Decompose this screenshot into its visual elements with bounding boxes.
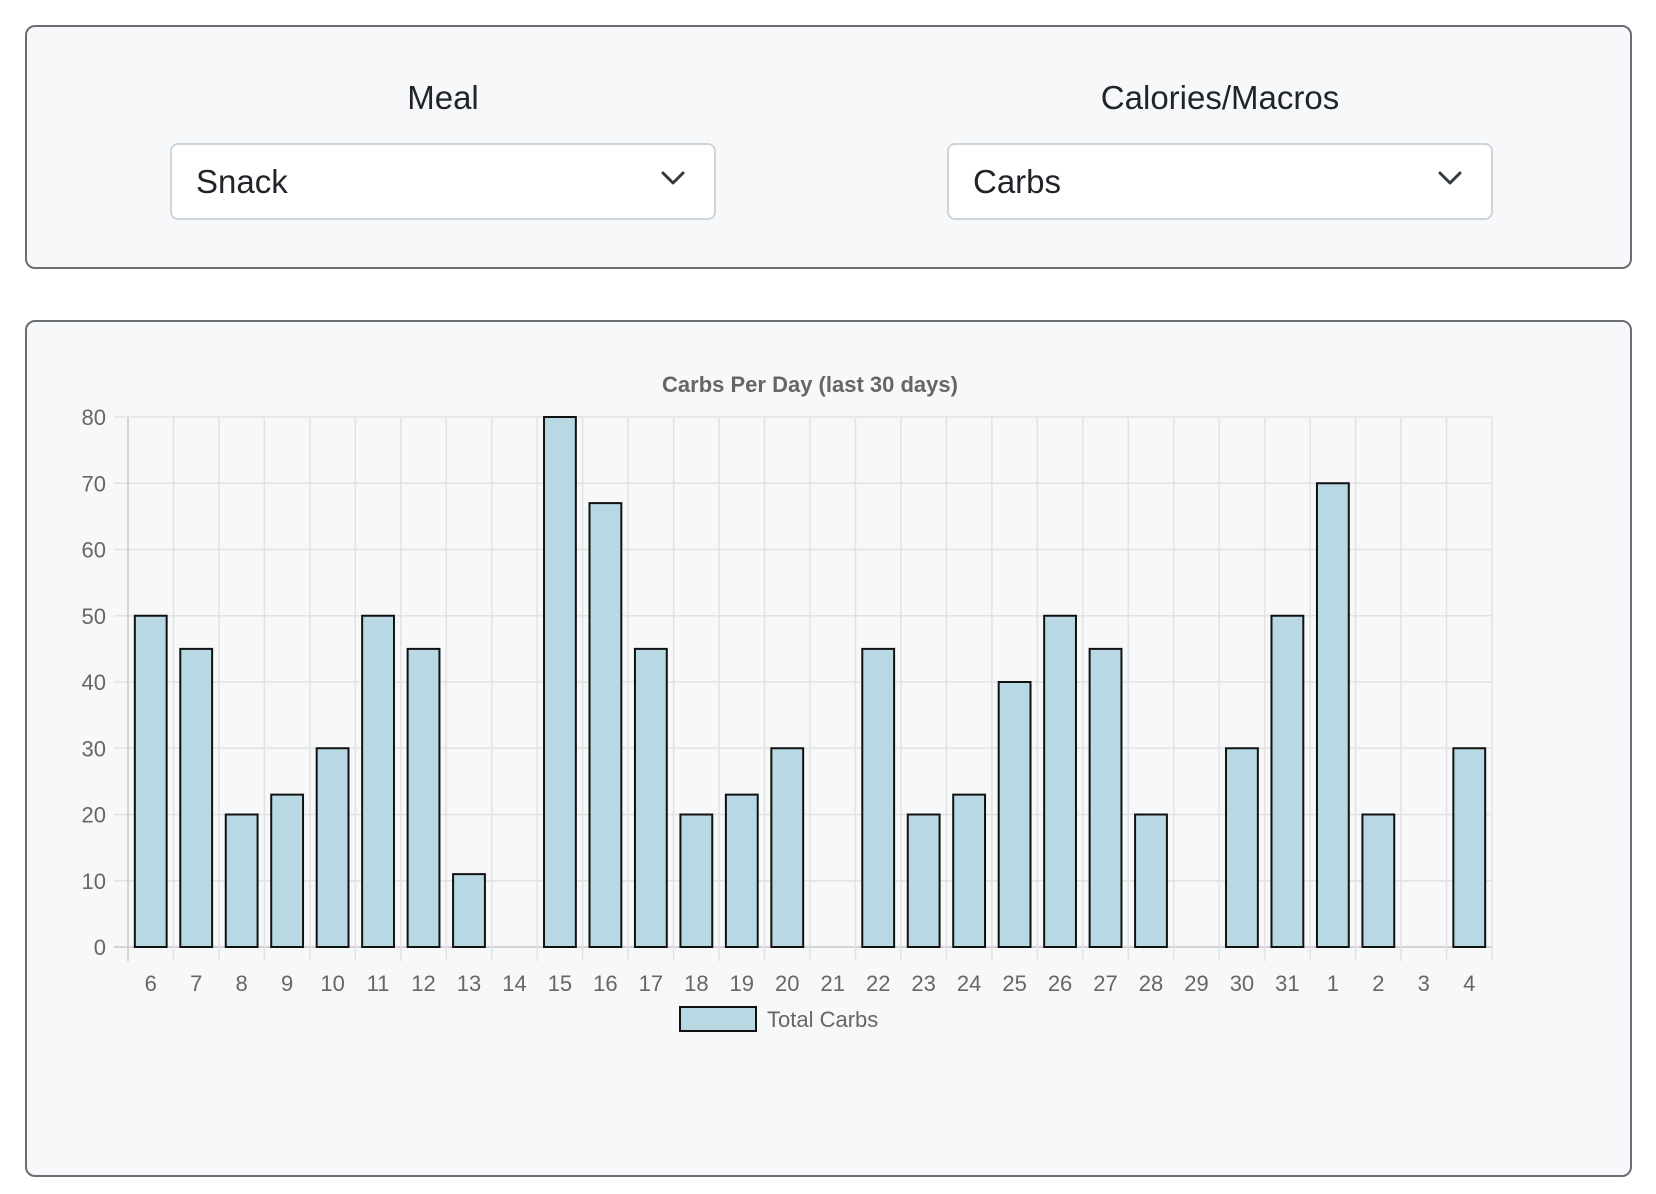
x-tick-label: 27 [1093,971,1117,996]
meal-select-value: Snack [196,163,288,200]
chevron-down-icon [661,171,685,185]
y-tick-label: 30 [82,736,106,761]
chevron-down-icon [1438,171,1462,185]
y-tick-label: 70 [82,471,106,496]
x-tick-label: 26 [1048,971,1072,996]
x-tick-label: 14 [502,971,526,996]
meal-label: Meal [407,79,479,116]
bar [406,647,441,948]
x-tick-label: 8 [236,971,248,996]
x-tick-label: 17 [639,971,663,996]
x-tick-label: 16 [593,971,617,996]
bar [588,502,623,948]
y-tick-label: 10 [82,869,106,894]
bar [724,793,759,948]
x-tick-label: 31 [1275,971,1299,996]
bar [770,747,805,948]
y-tick-label: 80 [82,405,106,430]
macro-label: Calories/Macros [1100,79,1340,116]
y-tick-label: 60 [82,538,106,563]
x-tick-label: 21 [820,971,844,996]
x-tick-label: 24 [957,971,981,996]
bar [679,813,714,948]
bar [452,873,486,948]
x-tick-label: 13 [457,971,481,996]
bar [1134,813,1168,948]
bar [1088,647,1123,948]
x-tick-label: 23 [911,971,935,996]
bar [906,813,941,948]
x-tick-label: 10 [320,971,344,996]
x-tick-label: 3 [1418,971,1430,996]
x-tick-label: 6 [145,971,157,996]
x-tick-label: 19 [730,971,754,996]
bar [1361,813,1396,948]
bar [133,614,168,948]
bar [361,614,395,948]
x-tick-label: 20 [775,971,799,996]
y-tick-label: 40 [82,670,106,695]
x-tick-label: 2 [1372,971,1384,996]
x-tick-label: 9 [281,971,293,996]
bar [224,813,259,948]
filter-panel: Meal Snack Calories/Macros Carbs [25,25,1632,269]
chart-card: Carbs Per Day (last 30 days) 0 10 20 30 40 50 6… [25,320,1632,1177]
x-tick-label: 28 [1139,971,1163,996]
bar [315,747,350,948]
bar [1225,747,1259,948]
y-tick-label: 20 [82,803,106,828]
x-tick-label: 1 [1327,971,1339,996]
bar [633,647,668,948]
macro-select-value: Carbs [973,163,1062,200]
x-tick-label: 18 [684,971,708,996]
bar [861,647,896,948]
bar [543,416,577,948]
bar [179,647,214,948]
y-tick-label: 0 [94,935,106,960]
macro-select[interactable]: Carbs [947,143,1493,220]
chart-title: Carbs Per Day (last 30 days) [662,372,958,397]
x-tick-label: 29 [1184,971,1208,996]
bar [1043,614,1077,948]
bar [997,681,1032,948]
bar-chart: Carbs Per Day (last 30 days) 0 10 20 30 40 50 6… [82,372,1493,1032]
legend-label: Total Carbs [767,1007,878,1032]
x-tick-label: 11 [367,971,390,996]
x-tick-label: 4 [1463,971,1475,996]
x-tick-label: 7 [190,971,202,996]
bar [1452,747,1487,948]
y-tick-label: 50 [82,604,106,629]
x-tick-label: 12 [411,971,435,996]
x-tick-label: 15 [548,971,572,996]
bar [1315,482,1350,948]
x-tick-label: 30 [1230,971,1254,996]
bar [270,793,305,948]
bar [1270,614,1305,948]
legend-swatch [679,1006,757,1032]
x-tick-label: 25 [1002,971,1026,996]
bar [952,793,987,948]
x-tick-label: 22 [866,971,890,996]
meal-select[interactable]: Snack [170,143,716,220]
